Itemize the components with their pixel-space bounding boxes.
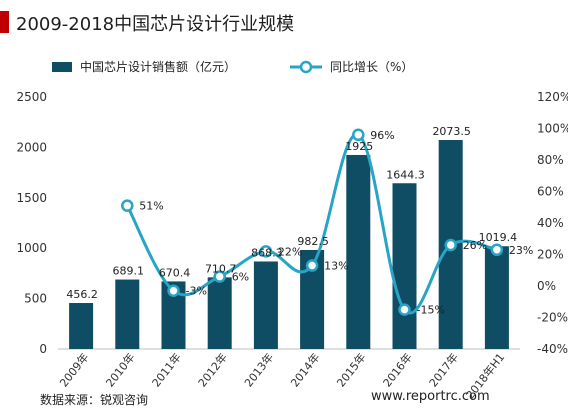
bar [253, 261, 278, 349]
x-tick-label: 2016年 [380, 350, 415, 389]
line-point [213, 270, 226, 283]
x-tick-label: 2009年 [56, 350, 91, 389]
bar-value-label: 2073.5 [432, 125, 471, 138]
x-tick-label: 2011年 [149, 350, 184, 389]
bar-value-labels: 456.2 689.1 670.4 710.7 868.3 982.5 1925 1644.3… [66, 125, 517, 301]
line-point [444, 238, 457, 252]
y-left-tick-label: 1500 [16, 191, 47, 205]
line-value-label: 13% [324, 260, 348, 273]
x-tick-label: 2017年 [426, 350, 461, 389]
x-tick-label: 2014年 [287, 350, 322, 389]
legend-bar-swatch [52, 62, 72, 72]
line-series [121, 128, 504, 316]
y-right-tick-label: 60% [537, 185, 564, 199]
legend-bar-label: 中国芯片设计销售额（亿元） [80, 59, 236, 74]
y-left-tick-label: 2500 [16, 90, 47, 104]
line-value-label: 23% [509, 244, 533, 257]
y-right-tick-label: 20% [537, 248, 564, 262]
y-left-tick-label: 500 [24, 292, 47, 306]
x-tick-label: 2013年 [241, 350, 276, 389]
legend: 中国芯片设计销售额（亿元） 同比增长（%） [52, 59, 413, 74]
line-value-label: 96% [370, 129, 394, 142]
line-value-label: 51% [139, 200, 163, 213]
bar-value-label: 670.4 [159, 266, 191, 279]
bar-value-label: 689.1 [113, 265, 145, 278]
bar-value-label: 710.7 [205, 262, 237, 275]
bar [392, 183, 417, 349]
legend-line-label: 同比增长（%） [330, 60, 413, 74]
line-point [167, 284, 180, 297]
y-left-tick-label: 0 [39, 342, 47, 356]
title-accent-bar [0, 11, 9, 33]
bar-value-label: 1925 [345, 140, 373, 153]
line-value-label: 26% [463, 239, 487, 252]
bar [484, 246, 509, 349]
line-point [121, 199, 134, 212]
bar [207, 277, 232, 349]
x-tick-label: 2015年 [334, 350, 369, 389]
bar-value-label: 982.5 [297, 235, 329, 248]
y-right-tick-label: 0% [537, 279, 556, 293]
bar [69, 303, 94, 349]
bar-value-label: 456.2 [66, 288, 98, 301]
x-tick-label: 2010年 [103, 350, 138, 389]
line-value-label: 6% [232, 271, 249, 284]
bar [346, 154, 371, 349]
line-value-label: 22% [278, 245, 302, 258]
y-right-tick-label: -20% [537, 311, 568, 325]
line-value-label: -15% [417, 304, 445, 317]
y-right-tick-label: 40% [537, 216, 564, 230]
line-point [259, 245, 273, 258]
line-point [352, 128, 365, 142]
y-left-tick-label: 2000 [16, 140, 47, 154]
line-point [398, 303, 411, 316]
growth-line [125, 133, 498, 315]
y-right-tick-label: 120% [537, 90, 568, 104]
bar-value-label: 1644.3 [386, 168, 425, 181]
y-right-tick-label: 80% [537, 153, 564, 167]
line-point [490, 243, 504, 257]
line-point [305, 259, 319, 272]
chart-title: 2009-2018中国芯片设计行业规模 [16, 14, 295, 35]
legend-line-marker [299, 60, 313, 74]
y-right-tick-label: 100% [537, 122, 568, 136]
data-source-note: 数据来源：锐观咨询 [40, 393, 149, 407]
y-left-tick-label: 1000 [16, 241, 47, 255]
watermark: www.reportrc.com [371, 389, 490, 404]
bar-value-label: 1019.4 [479, 231, 518, 244]
bar [115, 279, 140, 349]
x-tick-label: 2012年 [195, 350, 230, 389]
line-value-labels: 51% -3% 6% 22% 13% 96% -15% 26% 23% [139, 129, 533, 317]
bar-value-label: 868.3 [251, 246, 283, 259]
line-value-label: -3% [186, 285, 207, 298]
y-right-tick-label: -40% [537, 342, 568, 356]
